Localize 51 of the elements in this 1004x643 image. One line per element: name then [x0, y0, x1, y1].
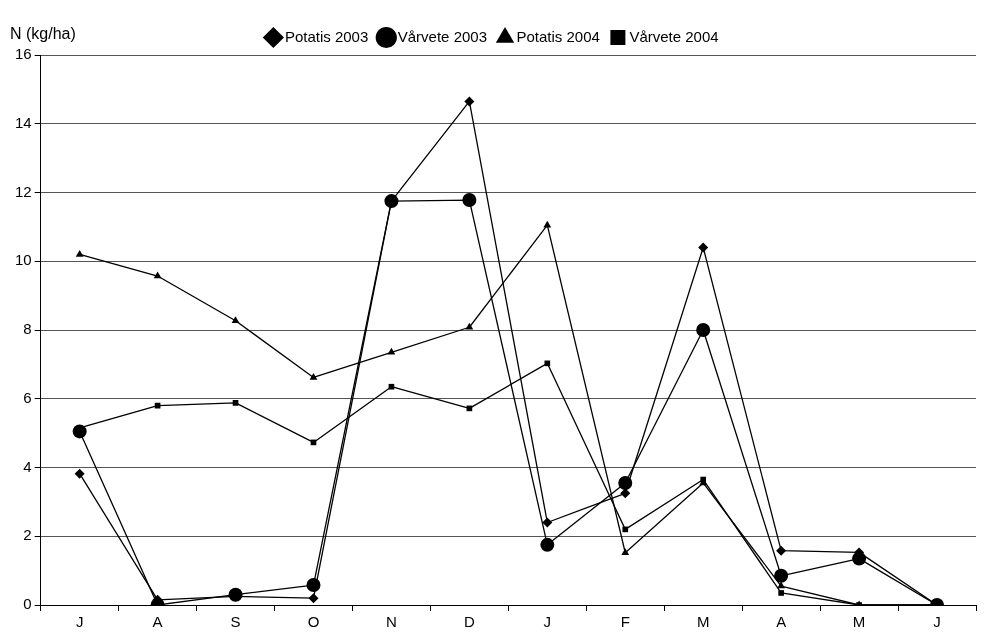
point [232, 400, 239, 406]
y-axis-title: N (kg/ha) [10, 25, 76, 43]
legend-label: Vårvete 2004 [629, 27, 719, 45]
point [544, 360, 551, 367]
point [543, 220, 552, 228]
point [72, 424, 87, 439]
point [387, 347, 396, 355]
y-tick-label: 4 [23, 457, 32, 475]
x-tick-label: O [307, 613, 320, 631]
point [621, 548, 630, 555]
x-tick-label: J [75, 613, 84, 631]
point [776, 545, 787, 556]
point [153, 271, 162, 279]
x-tick-label: F [620, 613, 630, 631]
legend-label: Vårvete 2003 [397, 27, 487, 45]
point [308, 593, 319, 604]
y-tick-label: 12 [15, 182, 32, 200]
point [462, 193, 477, 208]
y-tick-label: 14 [15, 113, 32, 131]
point [465, 322, 474, 330]
point [231, 316, 240, 323]
x-tick-label: S [230, 613, 241, 631]
point [698, 242, 709, 253]
point [696, 323, 711, 337]
legend-label: Potatis 2004 [516, 27, 600, 45]
point [778, 590, 784, 596]
legend-label: Potatis 2003 [284, 27, 369, 45]
point [540, 537, 555, 552]
x-tick-label: A [776, 613, 787, 631]
point [542, 517, 553, 528]
x-tick-label: A [152, 613, 163, 631]
point [388, 383, 395, 390]
x-tick-label: J [543, 613, 552, 631]
y-tick-label: 8 [23, 320, 32, 338]
y-tick-label: 6 [23, 388, 32, 406]
x-tick-label: D [463, 613, 475, 631]
point [74, 468, 85, 479]
x-tick-label: M [852, 613, 866, 631]
point [622, 526, 629, 533]
point [464, 96, 475, 107]
y-tick-label: 10 [15, 251, 32, 269]
x-tick-label: J [933, 613, 941, 631]
x-tick-label: N [386, 613, 397, 631]
y-tick-label: 0 [23, 595, 32, 613]
point [309, 372, 318, 380]
point [774, 568, 789, 583]
point [620, 488, 631, 499]
x-tick-label: M [696, 613, 710, 631]
y-tick-label: 16 [15, 45, 32, 63]
y-tick-label: 2 [23, 526, 32, 544]
point [75, 249, 84, 257]
